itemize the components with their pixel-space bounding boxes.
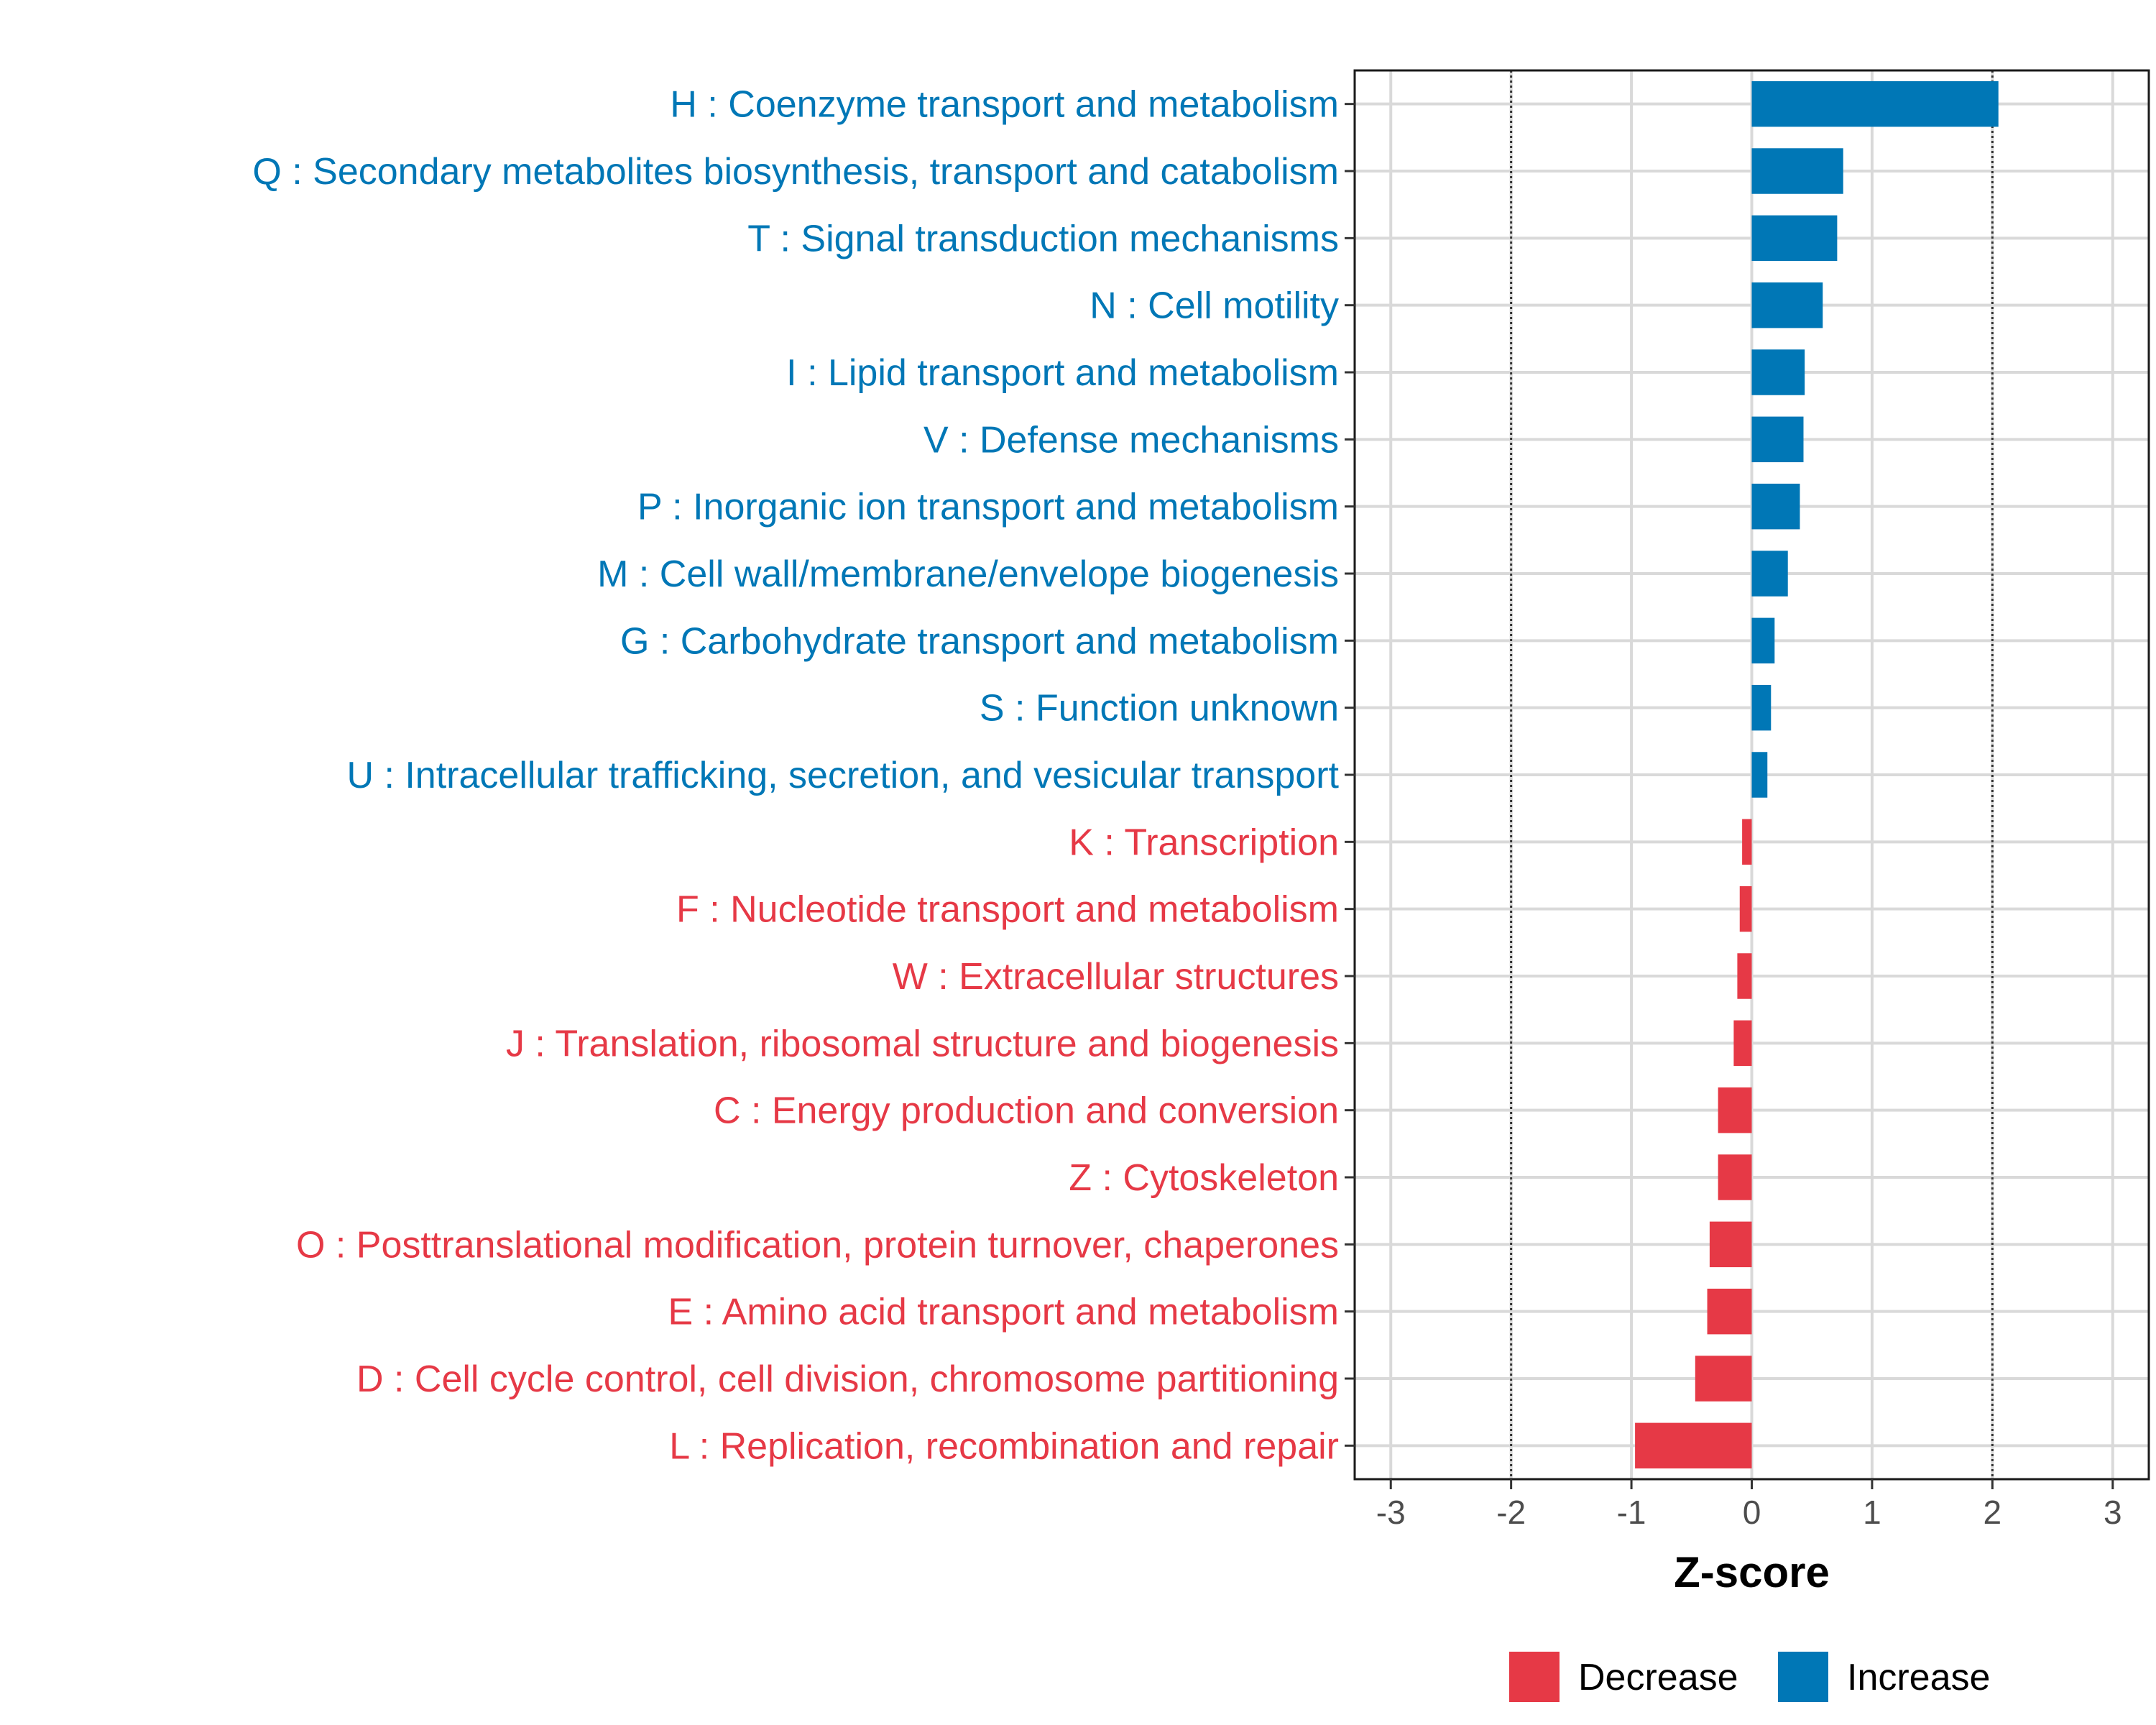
bar-decrease: [1718, 1154, 1752, 1200]
bar-increase: [1751, 282, 1823, 328]
x-tick-label: -1: [1617, 1494, 1646, 1531]
category-label: K : Transcription: [1069, 822, 1339, 863]
legend-swatch-decrease: [1509, 1652, 1560, 1702]
legend: Decrease Increase: [1509, 1652, 1990, 1702]
x-tick-label: 3: [2104, 1494, 2122, 1531]
bar-decrease: [1737, 953, 1752, 999]
category-label: W : Extracellular structures: [893, 956, 1339, 998]
x-tick-label: -2: [1496, 1494, 1526, 1531]
bar-decrease: [1709, 1221, 1752, 1268]
x-tick-label: -3: [1376, 1494, 1406, 1531]
category-label: O : Posttranslational modification, prot…: [296, 1224, 1339, 1266]
category-label: G : Carbohydrate transport and metabolis…: [620, 620, 1339, 662]
category-label: N : Cell motility: [1089, 285, 1339, 327]
category-label: T : Signal transduction mechanisms: [747, 218, 1339, 259]
category-label: E : Amino acid transport and metabolism: [668, 1292, 1339, 1333]
bar-decrease: [1739, 886, 1752, 932]
legend-swatch-increase: [1778, 1652, 1828, 1702]
bar-decrease: [1707, 1288, 1752, 1335]
category-label: Q : Secondary metabolites biosynthesis, …: [252, 151, 1339, 193]
bar-increase: [1751, 483, 1800, 530]
category-label: C : Energy production and conversion: [714, 1090, 1339, 1132]
category-label: Z : Cytoskeleton: [1069, 1157, 1339, 1199]
bars: [1635, 80, 1999, 1469]
category-label: I : Lipid transport and metabolism: [786, 352, 1339, 394]
bar-increase: [1751, 752, 1768, 798]
bar-increase: [1751, 416, 1804, 463]
x-axis-title: Z-score: [1674, 1548, 1830, 1596]
bar-decrease: [1695, 1356, 1752, 1402]
category-label: P : Inorganic ion transport and metaboli…: [637, 487, 1339, 528]
bar-decrease: [1742, 819, 1752, 865]
x-tick-label: 0: [1743, 1494, 1761, 1531]
category-label: V : Defense mechanisms: [923, 419, 1339, 461]
x-axis-ticks: -3 -2 -1 0 1 2 3: [1376, 1479, 2122, 1531]
category-label: F : Nucleotide transport and metabolism: [676, 889, 1339, 931]
category-label: H : Coenzyme transport and metabolism: [670, 84, 1339, 126]
threshold-lines: [1510, 70, 1994, 1479]
category-labels: H : Coenzyme transport and metabolism Q :…: [252, 84, 1339, 1468]
bar-increase: [1751, 80, 1999, 127]
category-label: S : Function unknown: [980, 688, 1339, 730]
category-label: U : Intracellular trafficking, secretion…: [346, 755, 1339, 796]
category-label: L : Replication, recombination and repai…: [669, 1425, 1339, 1467]
x-tick-label: 2: [1984, 1494, 2002, 1531]
bar-decrease: [1733, 1020, 1752, 1067]
bar-increase: [1751, 215, 1838, 262]
category-label: D : Cell cycle control, cell division, c…: [356, 1358, 1339, 1400]
category-label: J : Translation, ribosomal structure and…: [506, 1023, 1339, 1064]
legend-label-decrease: Decrease: [1578, 1657, 1738, 1698]
bar-decrease: [1635, 1422, 1752, 1469]
bar-increase: [1751, 148, 1843, 194]
y-axis-ticks: [1345, 103, 1355, 1447]
category-label: M : Cell wall/membrane/envelope biogenes…: [597, 553, 1339, 595]
bar-increase: [1751, 684, 1772, 731]
bar-increase: [1751, 551, 1788, 597]
bar-increase: [1751, 349, 1805, 395]
bar-decrease: [1718, 1087, 1752, 1133]
legend-label-increase: Increase: [1847, 1657, 1990, 1698]
bar-increase: [1751, 617, 1775, 664]
x-tick-label: 1: [1863, 1494, 1881, 1531]
